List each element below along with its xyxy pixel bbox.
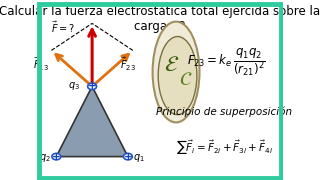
Text: +: + (88, 81, 97, 91)
Text: +: + (52, 152, 61, 162)
Ellipse shape (158, 37, 197, 115)
Text: $\sum \vec{F}_i = \vec{F}_{2i} + \vec{F}_{3i} + \vec{F}_{4i}$: $\sum \vec{F}_i = \vec{F}_{2i} + \vec{F}… (176, 138, 273, 157)
Text: $q_2$: $q_2$ (39, 152, 51, 164)
Ellipse shape (153, 22, 199, 122)
Text: +: + (124, 152, 132, 162)
Text: $\vec{F}=?$: $\vec{F}=?$ (51, 19, 75, 35)
Text: $\mathcal{E}$: $\mathcal{E}$ (164, 55, 179, 75)
Text: $F_{23} = k_e\,\dfrac{q_1 q_2}{(r_{21})^2}$: $F_{23} = k_e\,\dfrac{q_1 q_2}{(r_{21})^… (187, 48, 266, 78)
Text: Calcular la fuerza electrostática total ejercida sobre la
carga q3: Calcular la fuerza electrostática total … (0, 5, 320, 33)
Circle shape (88, 83, 97, 90)
Text: $\mathcal{C}$: $\mathcal{C}$ (179, 70, 192, 89)
Text: $q_3$: $q_3$ (68, 80, 80, 92)
Text: $q_1$: $q_1$ (133, 152, 145, 164)
Text: $\vec{F}_{13}$: $\vec{F}_{13}$ (33, 56, 49, 73)
Text: Principio de superposición: Principio de superposición (156, 106, 292, 117)
Text: $\vec{F}_{23}$: $\vec{F}_{23}$ (121, 56, 136, 73)
Circle shape (52, 153, 61, 160)
Circle shape (124, 153, 132, 160)
Polygon shape (56, 86, 128, 157)
